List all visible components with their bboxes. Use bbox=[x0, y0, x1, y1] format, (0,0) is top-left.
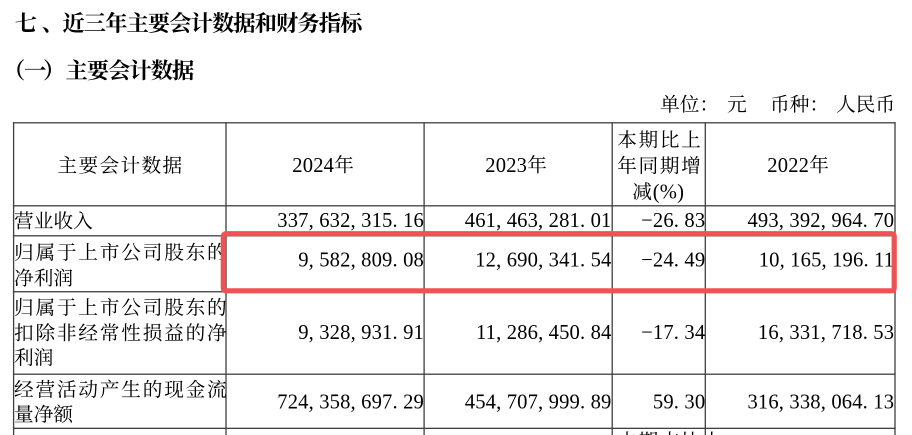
svg-text:454, 707, 999. 89: 454, 707, 999. 89 bbox=[465, 392, 612, 414]
svg-text:493, 392, 964. 70: 493, 392, 964. 70 bbox=[747, 210, 894, 232]
svg-text:11, 286, 450. 84: 11, 286, 450. 84 bbox=[476, 322, 612, 344]
svg-text:2024: 2024 bbox=[292, 155, 334, 177]
svg-text:9, 582, 809. 08: 9, 582, 809. 08 bbox=[298, 250, 424, 272]
svg-text:724, 358, 697. 29: 724, 358, 697. 29 bbox=[277, 392, 424, 414]
svg-text:(%): (%) bbox=[653, 182, 684, 204]
svg-text:16, 331, 718. 53: 16, 331, 718. 53 bbox=[758, 322, 894, 344]
svg-text:10, 165, 196. 11: 10, 165, 196. 11 bbox=[759, 250, 895, 272]
svg-text:12, 690, 341. 54: 12, 690, 341. 54 bbox=[475, 250, 611, 272]
svg-text:−24. 49: −24. 49 bbox=[641, 250, 705, 272]
svg-text:2023: 2023 bbox=[485, 155, 527, 177]
svg-text:−17. 34: −17. 34 bbox=[641, 322, 705, 344]
svg-text:316, 338, 064. 13: 316, 338, 064. 13 bbox=[747, 392, 894, 414]
svg-text:9, 328, 931. 91: 9, 328, 931. 91 bbox=[298, 322, 424, 344]
svg-text:461, 463, 281. 01: 461, 463, 281. 01 bbox=[465, 210, 612, 232]
svg-text:59. 30: 59. 30 bbox=[653, 392, 705, 414]
svg-text:−26. 83: −26. 83 bbox=[641, 210, 705, 232]
svg-text:337, 632, 315. 16: 337, 632, 315. 16 bbox=[277, 210, 424, 232]
svg-text:2022: 2022 bbox=[767, 155, 809, 177]
